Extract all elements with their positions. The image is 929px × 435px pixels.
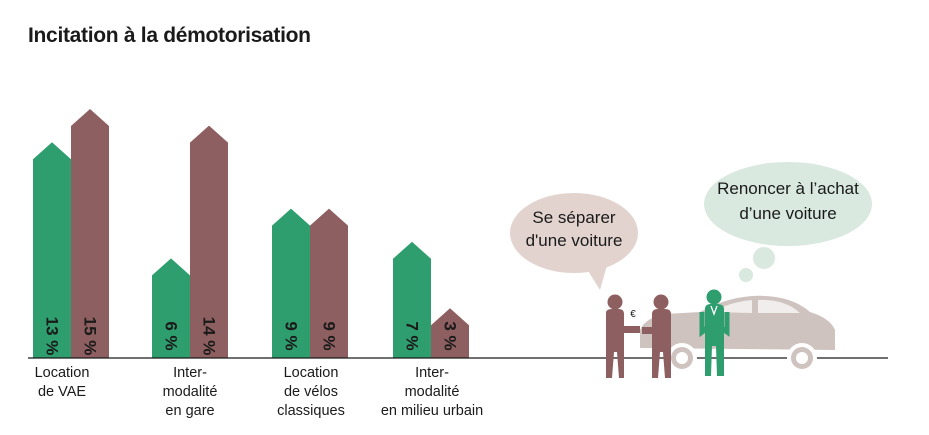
bar-mauve-3	[431, 308, 469, 358]
person-green-icon	[699, 289, 730, 376]
bubble-right-line2: d’une voiture	[739, 204, 836, 223]
category-label-2: Location de vélos classiques	[277, 365, 345, 419]
bar-value-label: 7 %	[403, 321, 422, 350]
thought-bubble-left: Se séparer d'une voiture	[510, 193, 638, 290]
person-right-icon	[642, 294, 671, 378]
bar-value-label: 9 %	[320, 321, 339, 350]
bar-mauve-1	[190, 125, 228, 358]
euro-icon: €	[630, 309, 636, 320]
bar-green-3	[393, 241, 431, 358]
bubble-right-line1: Renoncer à l’achat	[717, 179, 859, 198]
bar-green-1	[152, 258, 190, 358]
bubble-left-line1: Se séparer	[532, 208, 615, 227]
chart-title: Incitation à la démotorisation	[28, 24, 311, 47]
illustration: € Se séparer d'une voiture Renoncer à l’…	[510, 162, 872, 378]
thought-bubble-right: Renoncer à l’achat d’une voiture	[704, 162, 872, 282]
bars-group: 13 % 6 % 9 % 7 % 15 % 14 % 9 % 3 %	[33, 109, 469, 358]
bar-value-label: 9 %	[282, 321, 301, 350]
bar-mauve-0	[71, 109, 109, 358]
bubble-left-line2: d'une voiture	[526, 231, 623, 250]
bar-value-label: 6 %	[162, 321, 181, 350]
bar-value-label: 3 %	[441, 321, 460, 350]
bar-green-0	[33, 142, 71, 358]
bar-mauve-2	[310, 208, 348, 358]
person-left-icon	[606, 294, 640, 378]
bar-value-label: 15 %	[81, 317, 100, 356]
bar-value-label: 13 %	[43, 317, 62, 356]
bar-green-2	[272, 208, 310, 358]
car-icon	[640, 295, 835, 373]
bar-value-label: 14 %	[200, 317, 219, 356]
category-label-0: Location de VAE	[34, 365, 90, 400]
category-label-1: Inter-modalité en gare	[162, 365, 218, 419]
category-label-3: Inter-modalité en milieu urbain	[380, 365, 484, 419]
